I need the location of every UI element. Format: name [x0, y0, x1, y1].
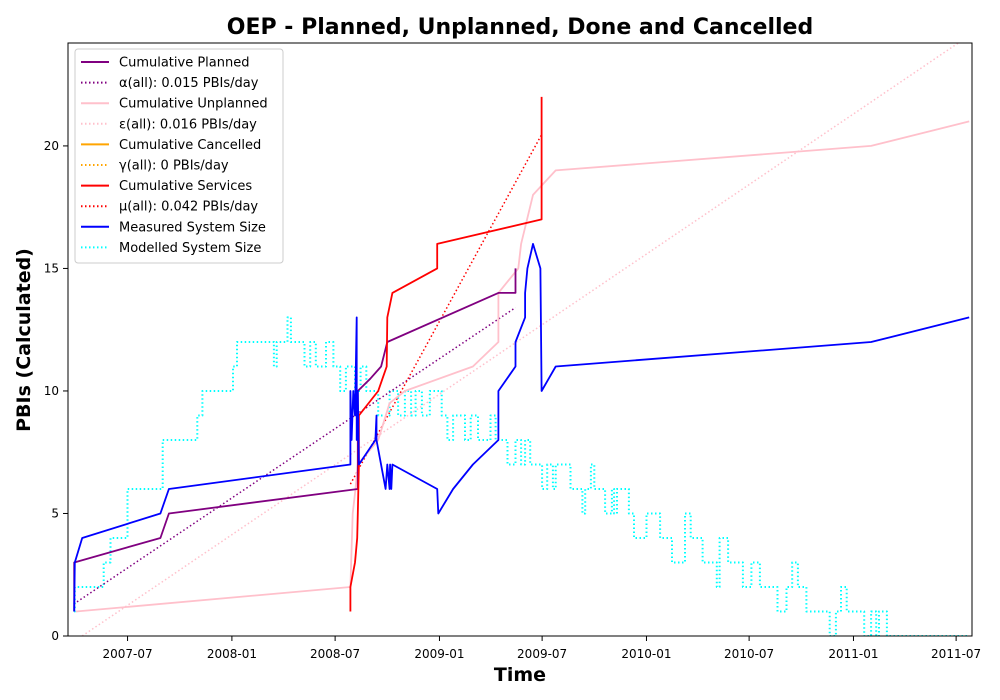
legend-label: Cumulative Cancelled [119, 138, 261, 153]
legend-label: Cumulative Planned [119, 56, 249, 71]
series-layer [73, 43, 970, 636]
legend-label: Cumulative Unplanned [119, 97, 268, 112]
x-axis-label: Time [494, 664, 546, 686]
x-tick-label: 2007-07 [102, 647, 152, 661]
legend-label: α(all): 0.015 PBIs/day [119, 76, 259, 91]
chart-title: OEP - Planned, Unplanned, Done and Cance… [227, 15, 813, 40]
y-tick-label: 15 [44, 261, 59, 275]
series-line-cumulative-services [349, 96, 543, 612]
y-tick-label: 5 [51, 506, 59, 520]
x-axis: 2007-07 2008-01 2008-07 2009-01 2009-07 2010-… [102, 636, 981, 661]
y-tick-label: 10 [44, 384, 59, 398]
legend-box [74, 48, 284, 264]
series-line-all-0-015-pbis-day [73, 306, 516, 605]
legend-label: γ(all): 0 PBIs/day [119, 159, 229, 174]
legend-label: μ(all): 0.042 PBIs/day [119, 200, 258, 215]
y-axis-label: PBIs (Calculated) [13, 248, 35, 432]
x-tick-label: 2011-07 [931, 647, 981, 661]
y-tick-label: 20 [44, 139, 59, 153]
x-tick-label: 2009-07 [517, 647, 567, 661]
legend-label: Measured System Size [119, 220, 266, 235]
series-line-all-0-042-pbis-day [349, 133, 543, 485]
x-tick-label: 2008-01 [207, 647, 257, 661]
legend-label: Cumulative Services [119, 179, 252, 194]
x-tick-label: 2010-01 [621, 647, 671, 661]
x-tick-label: 2008-07 [310, 647, 360, 661]
x-tick-label: 2011-01 [828, 647, 878, 661]
series-line-modelled-system-size [73, 316, 970, 636]
x-tick-label: 2009-01 [414, 647, 464, 661]
series-line-cumulative-planned [73, 268, 517, 612]
series-line-all-0-016-pbis-day [81, 43, 960, 636]
y-tick-label: 0 [51, 629, 59, 643]
plot-frame [67, 42, 973, 637]
legend: Cumulative Planned α(all): 0.015 PBIs/day… [74, 48, 284, 264]
legend-label: ε(all): 0.016 PBIs/day [119, 117, 257, 132]
series-line-cumulative-unplanned [75, 120, 970, 613]
x-tick-label: 2010-07 [724, 647, 774, 661]
legend-label: Modelled System Size [119, 241, 261, 256]
series-line-measured-system-size [73, 243, 970, 612]
y-axis: 0 5 10 15 20 [44, 139, 68, 643]
